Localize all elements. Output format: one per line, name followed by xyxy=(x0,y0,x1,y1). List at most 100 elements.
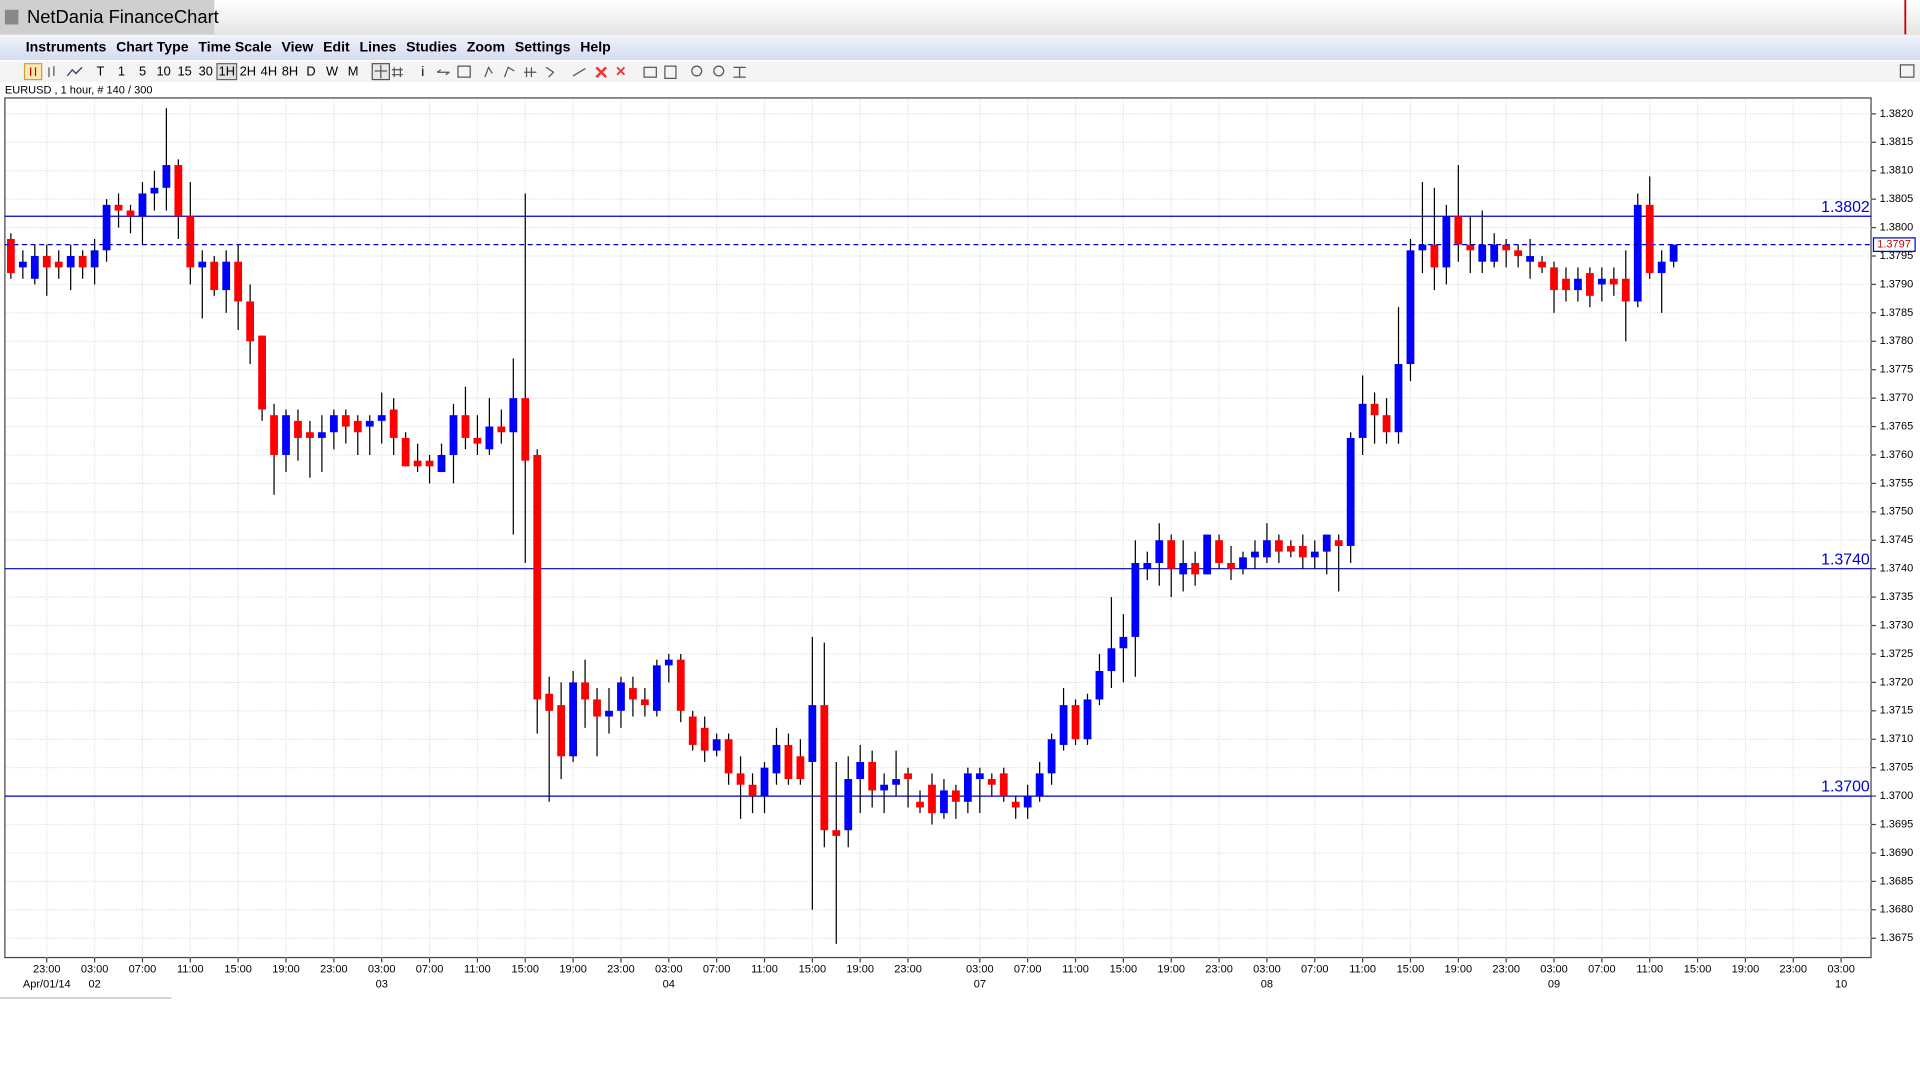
candle-body xyxy=(1538,261,1546,268)
candle-body xyxy=(461,415,470,438)
x-tick-label: 03:00 xyxy=(1540,964,1568,976)
menu-item[interactable]: Studies xyxy=(406,38,457,54)
level-label: 1.3700 xyxy=(1821,779,1870,796)
menu-item[interactable]: Time Scale xyxy=(198,38,271,54)
candle-body xyxy=(1562,278,1570,291)
x-tick-label: 23:00 xyxy=(894,964,922,976)
tool-fit[interactable] xyxy=(733,66,746,78)
candle-body xyxy=(1083,699,1092,740)
y-tick-label: 1.3740 xyxy=(1880,563,1914,575)
candle-body xyxy=(724,739,733,774)
tool-delete-all[interactable] xyxy=(616,66,626,76)
y-tick-label: 1.3810 xyxy=(1880,165,1914,177)
tool-grid[interactable] xyxy=(391,67,403,78)
candle-body xyxy=(210,261,219,291)
last-price-label: 1.3797 xyxy=(1877,239,1911,251)
tool-preview[interactable] xyxy=(664,65,677,79)
timeframe-button[interactable]: 1H xyxy=(219,64,235,79)
tool-info[interactable]: i xyxy=(421,64,424,79)
candle-body xyxy=(928,784,936,814)
candle-body xyxy=(114,204,123,211)
candle-body xyxy=(1633,204,1642,302)
timeframe-button[interactable]: M xyxy=(348,64,359,79)
y-tick-label: 1.3805 xyxy=(1880,193,1914,205)
timeframe-button[interactable]: 1 xyxy=(118,64,125,79)
menu-item[interactable]: Chart Type xyxy=(116,38,189,54)
menu-item[interactable]: Lines xyxy=(360,38,397,54)
candle-body xyxy=(1370,403,1379,416)
tool-line[interactable] xyxy=(66,66,83,77)
tool-bars[interactable] xyxy=(48,66,55,78)
x-tick-label: 19:00 xyxy=(1732,964,1760,976)
candle-body xyxy=(916,801,924,808)
instrument-info: EURUSD , 1 hour, # 140 / 300 xyxy=(5,85,153,97)
tool-trend[interactable] xyxy=(572,68,586,77)
x-tick-label: 11:00 xyxy=(1062,964,1089,976)
candle-body xyxy=(1597,278,1606,285)
candle-body xyxy=(66,256,75,268)
y-tick-label: 1.3755 xyxy=(1880,477,1914,489)
x-date-label: 03 xyxy=(376,978,388,990)
timeframe-button[interactable]: 2H xyxy=(240,64,256,79)
candle-body xyxy=(1047,739,1056,774)
y-tick-label: 1.3750 xyxy=(1880,506,1914,518)
y-tick-label: 1.3705 xyxy=(1880,762,1914,774)
timeframe-button[interactable]: 5 xyxy=(139,64,146,79)
candle-body xyxy=(90,250,99,268)
candle-body xyxy=(1322,534,1331,552)
x-date-label: Apr/01/14 xyxy=(23,978,71,990)
x-date-label: 04 xyxy=(663,978,675,990)
x-tick-label: 19:00 xyxy=(1445,964,1473,976)
candle-body xyxy=(772,744,781,774)
menu-item[interactable]: Zoom xyxy=(467,38,505,54)
x-tick-label: 15:00 xyxy=(1110,964,1138,976)
menu-item[interactable]: Help xyxy=(580,38,611,54)
candle-body xyxy=(341,415,350,427)
tool-delete[interactable] xyxy=(595,66,607,79)
tool-pan[interactable] xyxy=(436,69,450,76)
timeframe-button[interactable]: T xyxy=(96,64,104,79)
tool-detach[interactable] xyxy=(1899,64,1915,78)
y-tick-label: 1.3695 xyxy=(1880,818,1914,830)
candle-body xyxy=(198,261,207,268)
timeframe-button[interactable]: 8H xyxy=(282,64,298,79)
candle-body xyxy=(1131,563,1140,637)
timeframe-button[interactable]: 15 xyxy=(178,64,192,79)
candle-body xyxy=(449,415,458,455)
candle-body xyxy=(1346,437,1355,546)
candle-body xyxy=(1011,801,1020,808)
y-tick-label: 1.3790 xyxy=(1880,278,1914,290)
candle-body xyxy=(473,437,482,444)
candle-body xyxy=(1035,773,1044,797)
menu-item[interactable]: Settings xyxy=(515,38,571,54)
x-tick-label: 07:00 xyxy=(416,964,444,976)
timeframe-button[interactable]: 10 xyxy=(156,64,170,79)
timeframe-button[interactable]: D xyxy=(306,64,315,79)
candle-body xyxy=(904,773,912,780)
timeframe-button[interactable]: 4H xyxy=(261,64,277,79)
last-price-box xyxy=(1872,237,1916,252)
candle-body xyxy=(1310,551,1319,558)
tool-candles[interactable] xyxy=(23,63,43,81)
tool-zoom-in[interactable] xyxy=(691,65,703,77)
x-tick-label: 23:00 xyxy=(1205,964,1233,976)
x-tick-label: 15:00 xyxy=(1397,964,1425,976)
x-tick-label: 19:00 xyxy=(559,964,587,976)
menu-item[interactable]: View xyxy=(281,38,313,54)
tool-print[interactable] xyxy=(643,66,657,78)
candle-body xyxy=(1550,267,1558,291)
menu-item[interactable]: Edit xyxy=(323,38,350,54)
candle-body xyxy=(880,784,889,791)
x-date-label: 08 xyxy=(1261,978,1273,990)
candle-body xyxy=(102,204,111,251)
candle-body xyxy=(222,261,231,291)
timeframe-button[interactable]: 30 xyxy=(199,64,213,79)
menu-item[interactable]: Instruments xyxy=(26,38,107,54)
tool-volume[interactable] xyxy=(457,65,471,78)
tool-zoom-out[interactable] xyxy=(713,65,725,77)
tool-drawings[interactable] xyxy=(484,65,555,78)
candle-body xyxy=(318,432,326,438)
timeframe-button[interactable]: W xyxy=(326,64,339,79)
candle-body xyxy=(497,426,506,433)
x-tick-label: 11:00 xyxy=(177,964,204,976)
